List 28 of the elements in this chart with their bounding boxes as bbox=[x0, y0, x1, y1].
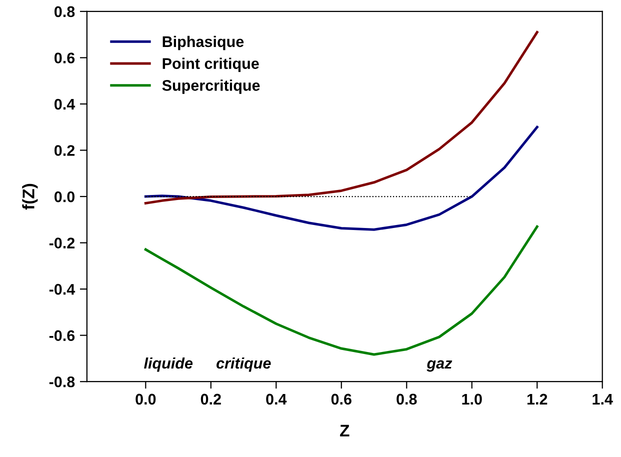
x-axis-title: Z bbox=[340, 424, 350, 436]
legend-label: Supercritique bbox=[162, 80, 260, 94]
y-tick-label: 0.6 bbox=[54, 52, 75, 64]
line-series bbox=[144, 30, 538, 204]
line-series bbox=[144, 126, 538, 231]
x-tick-label: 1.4 bbox=[592, 394, 613, 404]
x-tick-label: 0.8 bbox=[396, 394, 417, 405]
y-tick-label: -0.4 bbox=[49, 284, 76, 295]
x-tick-label: 0.6 bbox=[331, 394, 352, 405]
x-tick-label: 0.4 bbox=[266, 394, 287, 405]
legend-label: Biphasique bbox=[162, 36, 244, 50]
y-axis-title: f(Z) bbox=[22, 184, 38, 210]
annotation: liquide bbox=[144, 357, 193, 372]
y-tick-label: 0.4 bbox=[54, 98, 76, 110]
y-tick-label: 0.2 bbox=[54, 145, 75, 156]
x-tick-label: 1.0 bbox=[462, 394, 482, 405]
line-series bbox=[144, 225, 538, 356]
y-tick-label: -0.6 bbox=[49, 330, 75, 342]
y-tick-label: 0.8 bbox=[54, 6, 75, 18]
y-tick-label: -0.8 bbox=[49, 376, 75, 388]
annotation: gaz bbox=[426, 360, 452, 372]
x-tick-label: 1.2 bbox=[527, 394, 548, 404]
x-tick-label: 0.2 bbox=[200, 394, 221, 405]
x-tick-label: 0.0 bbox=[136, 394, 156, 405]
annotation: critique bbox=[216, 357, 271, 372]
y-tick-label: 0.0 bbox=[54, 191, 75, 202]
y-tick-label: -0.2 bbox=[49, 238, 75, 248]
legend-label: Point critique bbox=[162, 58, 259, 72]
